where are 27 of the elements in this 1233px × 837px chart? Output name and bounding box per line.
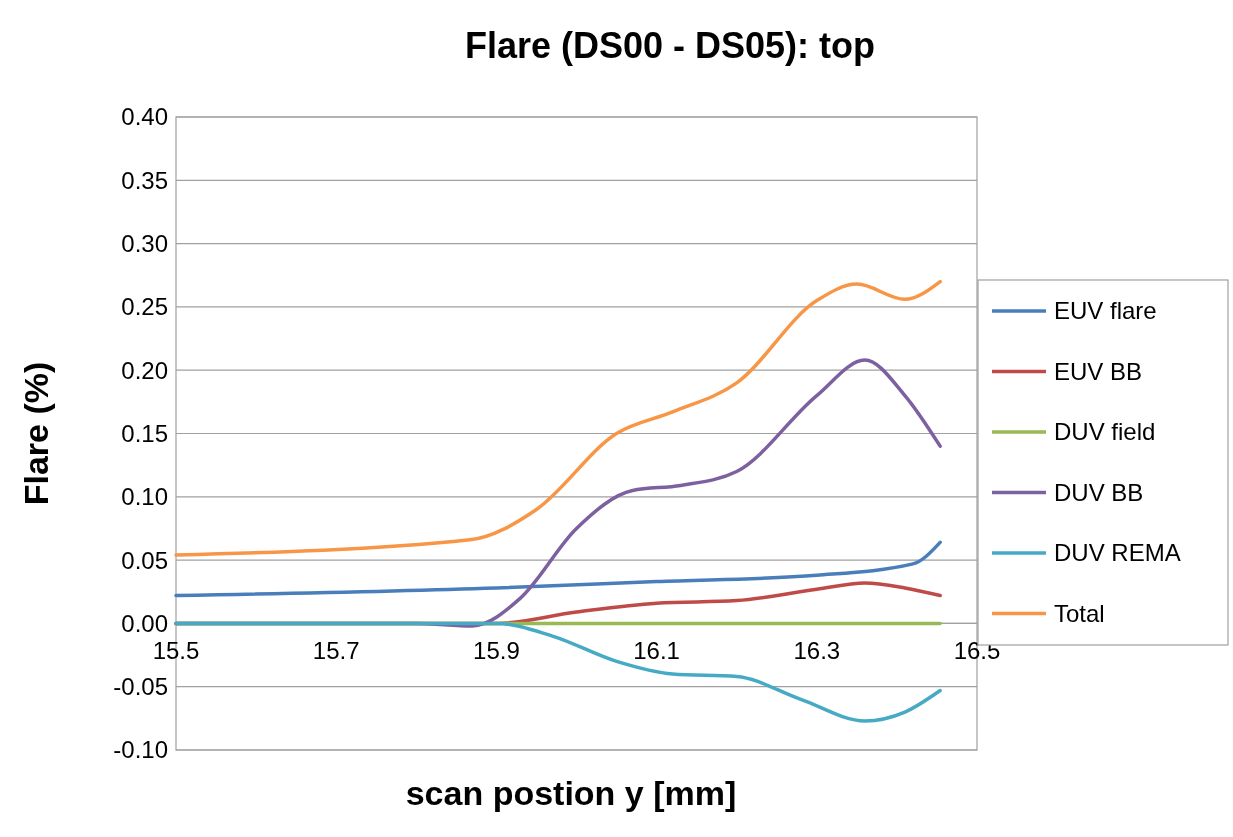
legend-label: DUV field [1054,418,1156,446]
y-tick-label: 0.25 [121,293,168,321]
line-series [174,279,942,557]
y-tick-label: 0.00 [121,609,168,637]
y-tick-label: 0.05 [121,546,168,574]
legend-label: EUV flare [1054,297,1157,325]
x-tick-label: 15.9 [473,637,520,665]
y-tick-label: -0.05 [113,673,168,701]
x-tick-label: 16.3 [793,637,841,665]
y-tick-label: 0.40 [121,103,168,131]
chart-title: Flare (DS00 - DS05): top [464,25,876,66]
legend-label: EUV BB [1054,357,1143,385]
legend-label: Total [1054,599,1105,627]
x-tick-label: 15.5 [152,637,200,665]
legend-label: DUV REMA [1054,539,1181,567]
x-tick-label: 16.1 [633,637,680,665]
y-tick-label: 0.20 [121,356,168,384]
y-axis-title: Flare (%) [17,361,55,506]
x-axis-title: scan postion y [mm] [405,774,737,812]
y-tick-label: 0.30 [121,230,168,257]
y-tick-label: 0.35 [121,166,168,194]
line-series [174,540,942,598]
y-tick-label: 0.10 [121,483,168,511]
y-tick-label: -0.10 [113,736,168,764]
x-tick-label: 15.7 [312,637,360,665]
y-tick-label: 0.15 [121,419,168,447]
legend-label: DUV BB [1054,478,1144,506]
